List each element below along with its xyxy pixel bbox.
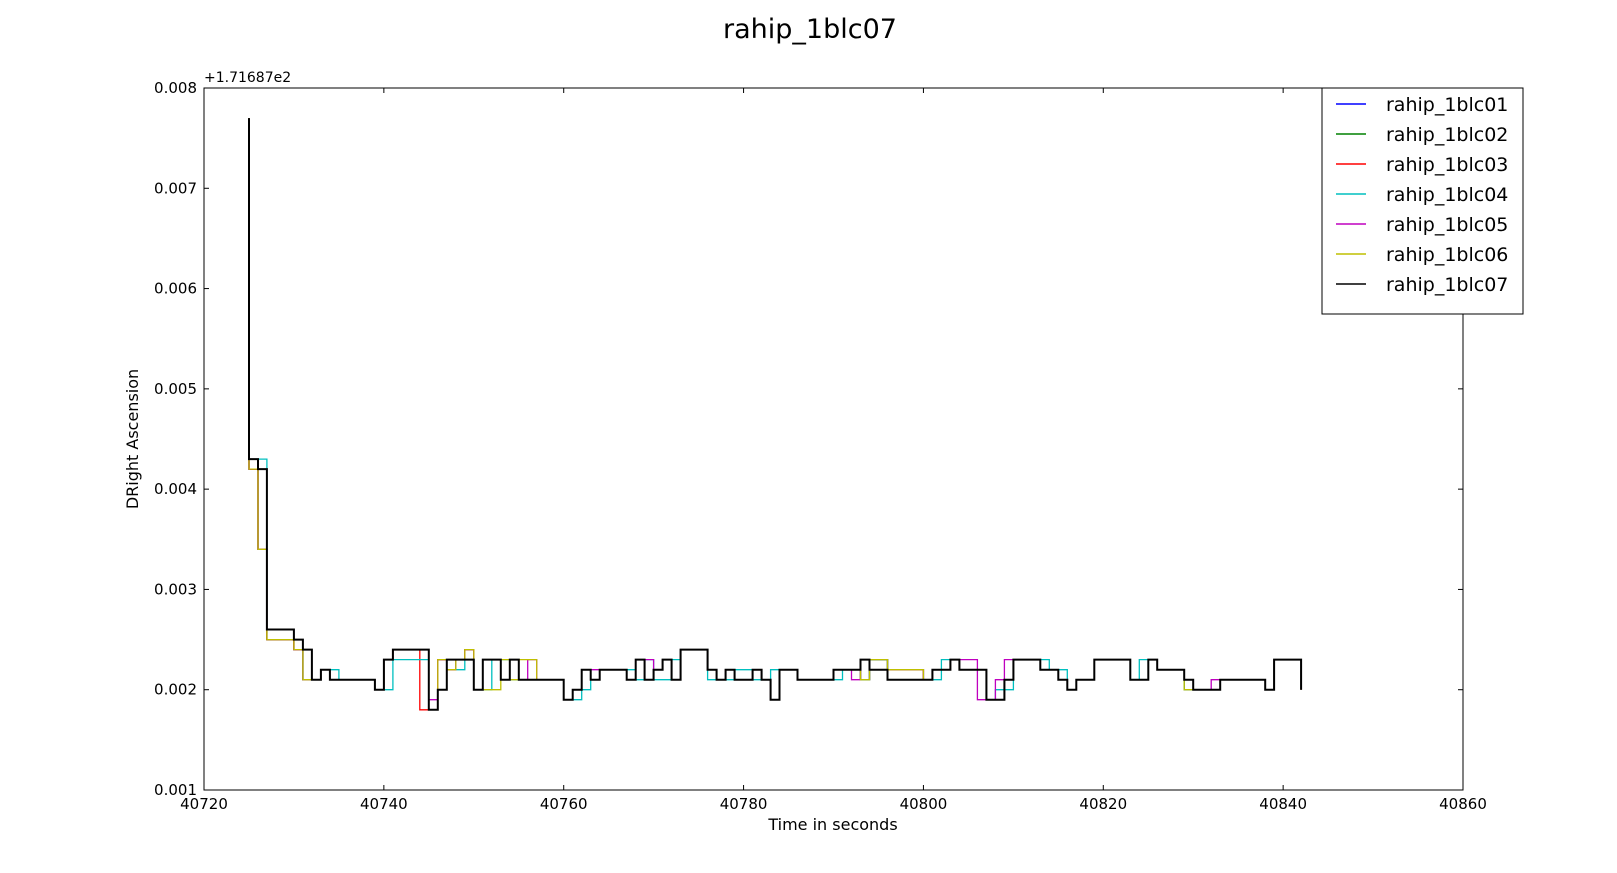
x-axis-label: Time in seconds xyxy=(767,815,897,834)
y-tick-label: 0.004 xyxy=(154,480,197,498)
x-tick-label: 40860 xyxy=(1439,795,1487,813)
legend-label: rahip_1blc07 xyxy=(1386,274,1508,296)
x-tick-label: 40800 xyxy=(900,795,948,813)
x-axis: 40720 40740 40760 40780 40800 40820 40840 40860 xyxy=(180,88,1487,813)
legend: rahip_1blc01 rahip_1blc02 rahip_1blc03rahi… xyxy=(1321,87,1524,315)
series-line-rahip_1blc03 xyxy=(248,118,1302,711)
series-line-rahip_1blc06 xyxy=(248,118,1302,711)
legend-label: rahip_1blc04 xyxy=(1386,184,1508,206)
plot-frame xyxy=(203,87,1464,791)
legend-label: rahip_1blc01 xyxy=(1386,94,1508,116)
legend-label: rahip_1blc06 xyxy=(1386,244,1508,266)
series-line-rahip_1blc04 xyxy=(248,118,1302,711)
y-tick-label: 0.003 xyxy=(154,580,197,598)
y-axis: 0.001 0.002 0.003 0.004 0.005 0.006 0.007 0.008 xyxy=(154,79,1463,799)
series-line-rahip_1blc07 xyxy=(248,118,1303,711)
chart-title: rahip_1blc07 xyxy=(723,14,897,45)
series-layer xyxy=(248,118,1303,711)
y-tick-label: 0.008 xyxy=(154,79,197,97)
x-tick-label: 40760 xyxy=(540,795,588,813)
legend-label: rahip_1blc03 xyxy=(1386,154,1508,176)
y-axis-label: DRight Ascension xyxy=(123,369,142,509)
x-tick-label: 40820 xyxy=(1079,795,1127,813)
y-tick-label: 0.007 xyxy=(154,179,197,197)
legend-label: rahip_1blc05 xyxy=(1386,214,1508,236)
legend-box xyxy=(1321,87,1524,315)
x-tick-label: 40720 xyxy=(180,795,228,813)
series-line-rahip_1blc02 xyxy=(248,118,1302,711)
x-tick-label: 40780 xyxy=(720,795,768,813)
x-tick-label: 40740 xyxy=(360,795,408,813)
x-tick-label: 40840 xyxy=(1259,795,1307,813)
legend-label: rahip_1blc02 xyxy=(1386,124,1508,146)
y-offset-label: +1.71687e2 xyxy=(204,70,291,86)
y-tick-label: 0.001 xyxy=(154,781,197,799)
y-tick-label: 0.002 xyxy=(154,681,197,699)
series-line-rahip_1blc01 xyxy=(248,118,1302,711)
y-tick-label: 0.005 xyxy=(154,380,197,398)
series-line-rahip_1blc05 xyxy=(248,118,1302,701)
y-tick-label: 0.006 xyxy=(154,280,197,298)
